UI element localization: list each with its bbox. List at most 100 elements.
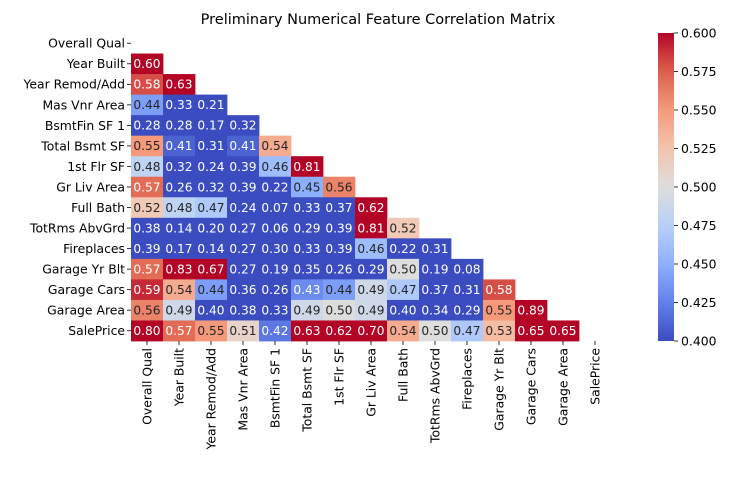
x-tick-label: Gr Liv Area (363, 348, 378, 417)
cell-value-label: 0.65 (517, 324, 544, 338)
cell-value-label: 0.54 (389, 324, 416, 338)
heatmap-cell (291, 156, 324, 178)
heatmap-cell (131, 53, 164, 75)
heatmap-cell (291, 238, 324, 260)
cell-value-label: 0.33 (293, 201, 320, 215)
heatmap-cell (451, 258, 484, 280)
cell-value-label: 0.37 (325, 201, 352, 215)
cell-value-label: 0.89 (517, 304, 544, 318)
cell-value-label: 0.26 (165, 180, 192, 194)
heatmap-cell (163, 258, 196, 280)
colorbar-tick-label: 0.600 (681, 25, 717, 40)
heatmap-cell (163, 279, 196, 301)
cell-value-label: 0.50 (421, 324, 448, 338)
heatmap-cell (163, 74, 196, 95)
cell-value-label: 0.33 (165, 98, 192, 112)
heatmap-cell (547, 320, 580, 342)
cell-value-label: 0.55 (133, 139, 160, 153)
y-tick-label: Fireplaces (63, 241, 125, 256)
y-tick-label: Mas Vnr Area (42, 97, 125, 112)
cell-value-label: 0.56 (133, 304, 160, 318)
chart-title: Preliminary Numerical Feature Correlatio… (201, 12, 556, 28)
cell-value-label: 0.38 (229, 304, 256, 318)
heatmap-cell (195, 258, 228, 280)
heatmap-cell (163, 238, 196, 260)
heatmap-cell (227, 115, 260, 137)
x-tick-label: Fireplaces (459, 348, 474, 410)
heatmap-cell (387, 279, 420, 301)
cell-value-label: 0.40 (389, 304, 416, 318)
heatmap-cell (131, 197, 164, 219)
y-tick-label: Garage Yr Blt (42, 262, 125, 277)
heatmap-cell (451, 320, 484, 342)
cell-value-label: 0.44 (325, 283, 352, 297)
y-tick-label: 1st Flr SF (67, 159, 125, 174)
cell-value-label: 0.81 (357, 221, 384, 235)
x-tick-label: 1st Flr SF (331, 348, 346, 406)
heatmap-cell (483, 279, 516, 301)
cell-value-label: 0.51 (229, 324, 256, 338)
heatmap-cell (259, 156, 292, 178)
cell-value-label: 0.36 (229, 283, 256, 297)
heatmap-cell (291, 299, 324, 321)
cell-value-label: 0.39 (325, 242, 352, 256)
cell-value-label: 0.31 (421, 242, 448, 256)
heatmap-cell (195, 176, 228, 198)
y-tick-label: Total Bsmt SF (40, 138, 125, 153)
cell-value-label: 0.57 (133, 180, 160, 194)
heatmap-cell (227, 156, 260, 178)
cell-value-label: 0.28 (165, 119, 192, 133)
heatmap-cell (227, 197, 260, 219)
heatmap-cell (387, 320, 420, 342)
cell-value-label: 0.62 (357, 201, 384, 215)
heatmap-cell (291, 217, 324, 239)
colorbar-tick-label: 0.425 (681, 295, 716, 310)
cell-value-label: 0.54 (261, 139, 288, 153)
x-tick-label: SalePrice (587, 348, 602, 405)
cell-value-label: 0.80 (133, 324, 160, 338)
cell-value-label: 0.30 (261, 242, 288, 256)
heatmap-cell (387, 238, 420, 260)
cell-value-label: 0.47 (197, 201, 224, 215)
heatmap-cell (291, 320, 324, 342)
heatmap-cell (131, 156, 164, 178)
heatmap-cell (195, 238, 228, 260)
colorbar-tick-label: 0.400 (681, 333, 717, 348)
heatmap-cell (355, 320, 388, 342)
heatmap-cell (259, 135, 292, 157)
y-tick-label: Overall Qual (48, 36, 125, 51)
y-tick-label: Year Remod/Add (22, 77, 125, 92)
cell-value-label: 0.57 (165, 324, 192, 338)
x-tick-label: Garage Area (555, 348, 570, 426)
cell-value-label: 0.32 (197, 180, 224, 194)
heatmap-cell (323, 217, 356, 239)
cell-value-label: 0.38 (133, 221, 160, 235)
x-tick-label: Year Built (171, 348, 186, 407)
x-tick-label: Overall Qual (139, 348, 154, 425)
heatmap-cell (259, 279, 292, 301)
heatmap-cell (131, 176, 164, 198)
cell-value-label: 0.39 (229, 180, 256, 194)
cell-value-label: 0.26 (325, 262, 352, 276)
heatmap-cell (163, 135, 196, 157)
heatmap-cell (163, 156, 196, 178)
heatmap-cells: 0.60 0.58 0.63 0.44 0.33 0.21 0.28 0.28 0.17 0.32… (131, 53, 580, 342)
heatmap-cell (323, 320, 356, 342)
cell-value-label: 0.27 (229, 221, 256, 235)
heatmap-cell (291, 176, 324, 198)
heatmap-cell (131, 299, 164, 321)
cell-value-label: 0.46 (357, 242, 384, 256)
cell-value-label: 0.49 (165, 304, 192, 318)
heatmap-cell (355, 238, 388, 260)
cell-value-label: 0.27 (229, 262, 256, 276)
heatmap-cell (131, 94, 164, 116)
heatmap-cell (227, 135, 260, 157)
heatmap-cell (195, 115, 228, 137)
heatmap-cell (419, 299, 452, 321)
heatmap-cell (259, 238, 292, 260)
heatmap-cell (515, 299, 548, 321)
cell-value-label: 0.33 (293, 242, 320, 256)
cell-value-label: 0.08 (453, 262, 480, 276)
heatmap-cell (387, 217, 420, 239)
cell-value-label: 0.70 (357, 324, 384, 338)
